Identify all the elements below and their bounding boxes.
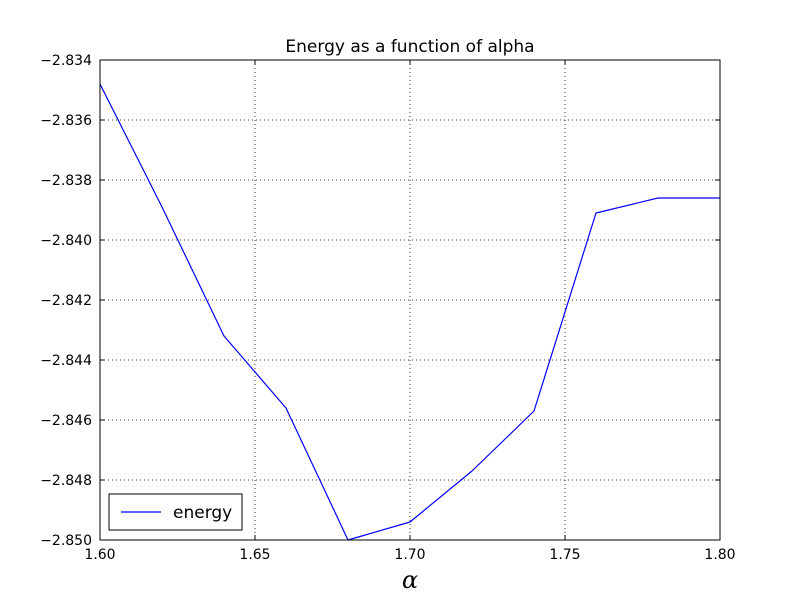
y-tick-label: −2.840 [40,233,92,249]
x-tick-label: 1.75 [549,547,580,563]
plot-frame [99,59,721,541]
y-tick-label: −2.846 [40,413,92,429]
x-tick-label: 1.60 [84,547,115,563]
x-axis-label: α [402,566,418,594]
y-tick-label: −2.842 [40,293,92,309]
x-tick-label: 1.80 [704,547,735,563]
legend-label-energy: energy [173,503,232,523]
legend: energy [108,493,243,531]
y-tick-label: −2.838 [40,173,92,189]
x-tick-label: 1.65 [239,547,270,563]
y-tick-label: −2.850 [40,533,92,549]
chart-title: Energy as a function of alpha [285,37,534,57]
tick-labels: 1.60 1.65 1.70 1.75 1.80 −2.850 −2.848 −2.846 −2… [40,53,735,563]
grid-lines [100,60,720,540]
y-tick-label: −2.844 [40,353,92,369]
series-line-energy [99,83,720,541]
y-tick-label: −2.834 [40,53,92,69]
series-layer [99,83,720,541]
y-tick-label: −2.836 [40,113,92,129]
x-tick-label: 1.70 [394,547,425,563]
y-tick-label: −2.848 [40,473,92,489]
